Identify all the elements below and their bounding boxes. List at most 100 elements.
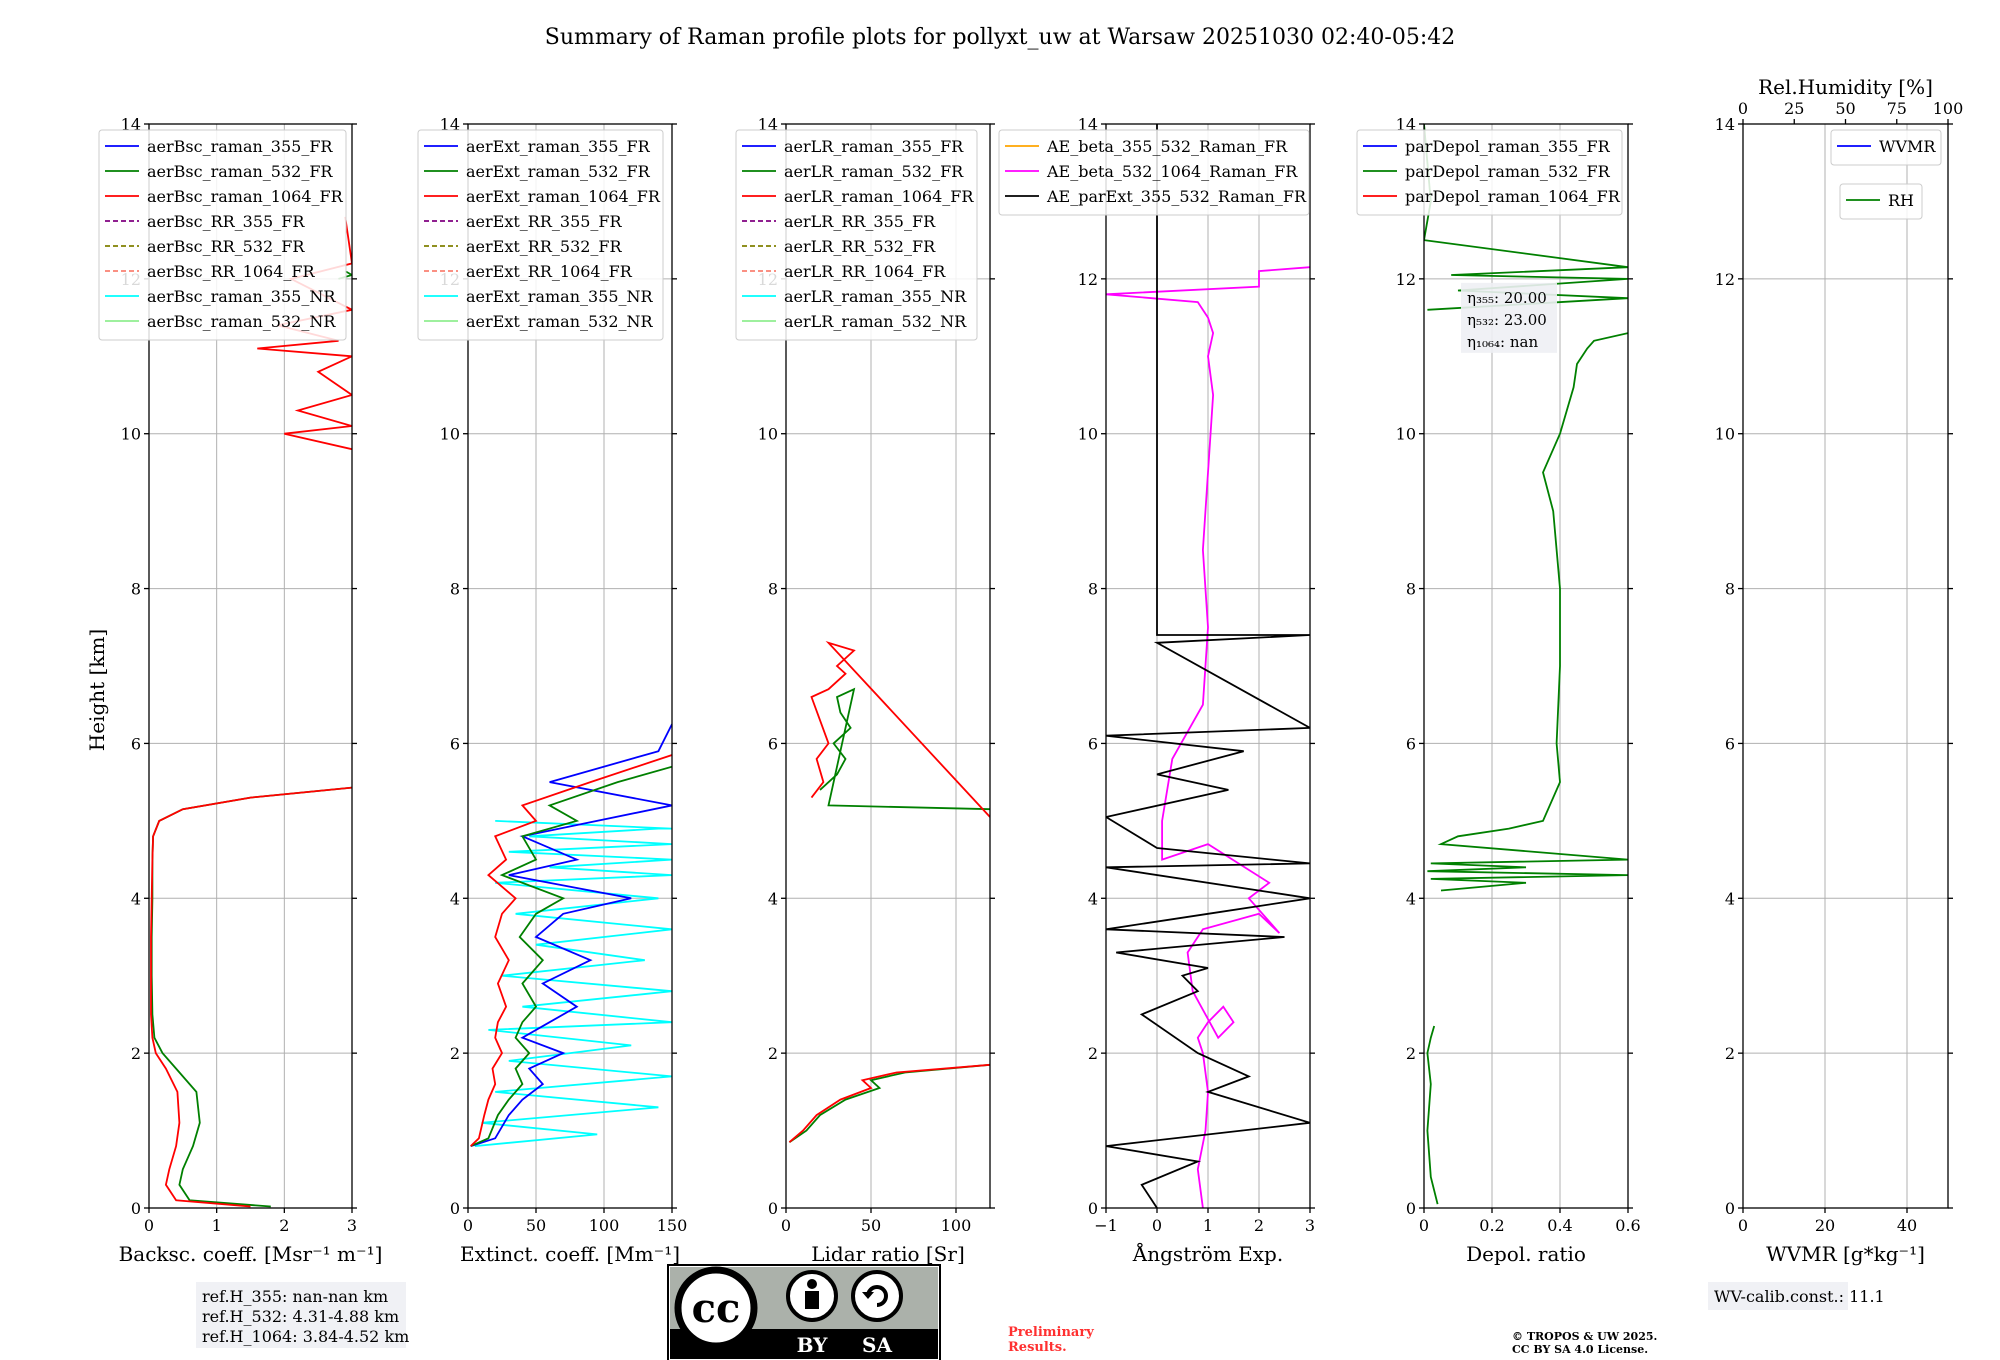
legend-label: aerExt_RR_532_FR bbox=[466, 237, 623, 256]
series-aerExt_raman_355_NR bbox=[474, 820, 672, 1147]
legend: WVMR bbox=[1830, 129, 1942, 166]
y-tick-label: 14 bbox=[121, 115, 141, 134]
y-tick-label: 6 bbox=[1406, 734, 1416, 753]
y-tick-label: 4 bbox=[450, 889, 460, 908]
series-aerExt_raman_532_FR bbox=[470, 765, 672, 1147]
series-parDepol_raman_532_FR_low bbox=[1426, 1025, 1439, 1205]
x-tick-label: 2 bbox=[1254, 1216, 1264, 1235]
series-AE_beta_532_1064_Raman_FR bbox=[1106, 266, 1310, 1208]
license-by-label: BY bbox=[797, 1333, 829, 1357]
legend-label: aerBsc_RR_532_FR bbox=[147, 237, 305, 256]
legend-frame bbox=[417, 129, 664, 341]
x-axis-label: Extinct. coeff. [Mm⁻¹] bbox=[460, 1242, 680, 1266]
y-tick-label: 2 bbox=[768, 1044, 778, 1063]
series-AE_parExt_355_532_Raman_FR bbox=[1106, 124, 1310, 1208]
cc-icon bbox=[674, 1266, 758, 1350]
y-tick-label: 2 bbox=[1725, 1044, 1735, 1063]
x-tick-label: 0.4 bbox=[1547, 1216, 1572, 1235]
eta-line: η₅₃₂: 23.00 bbox=[1467, 311, 1547, 329]
x-tick-label: 0 bbox=[1738, 1216, 1748, 1235]
legend-frame bbox=[1839, 183, 1923, 220]
panel-ext: 02468101214050100150Extinct. coeff. [Mm⁻… bbox=[417, 115, 687, 1266]
legend-label: aerLR_RR_1064_FR bbox=[784, 262, 946, 281]
preliminary-label: Preliminary bbox=[1008, 1325, 1094, 1340]
axes-frame bbox=[1423, 123, 1629, 1209]
y-tick-label: 2 bbox=[131, 1044, 141, 1063]
eta-box bbox=[1461, 282, 1557, 353]
wv-calib-box: WV-calib.const.: 11.1 bbox=[1708, 1282, 1885, 1310]
panel-depol: 0 2 4 6 8 10 12 14 0 0.2 0.4 0.6 Depol. ratio parDepo… bbox=[1356, 115, 1641, 1266]
legend: parDepol_raman_355_FR parDepol_raman_532_… bbox=[1356, 129, 1623, 216]
eta-line: η₁₀₆₄: nan bbox=[1467, 333, 1538, 351]
series-group bbox=[150, 216, 352, 1208]
x-tick-label: 2 bbox=[279, 1216, 289, 1235]
y-tick-label: 14 bbox=[1396, 115, 1416, 134]
wv-calib-const: WV-calib.const.: 11.1 bbox=[1714, 1287, 1885, 1306]
legend-label: aerLR_RR_532_FR bbox=[784, 237, 936, 256]
cc-letters: cc bbox=[692, 1285, 741, 1332]
license-sa-label: SA bbox=[862, 1333, 892, 1357]
legend-label: aerLR_raman_532_FR bbox=[784, 162, 964, 181]
y-tick-label: 2 bbox=[1088, 1044, 1098, 1063]
legend: aerExt_raman_355_FR aerExt_raman_532_FRae… bbox=[417, 129, 664, 341]
y-tick-label: 8 bbox=[131, 580, 141, 599]
x-tick-label: 100 bbox=[941, 1216, 972, 1235]
legend-label: aerLR_RR_355_FR bbox=[784, 212, 936, 231]
series-aerBsc_raman_532_FR bbox=[150, 786, 352, 1208]
y-axis-label: Height [km] bbox=[85, 629, 109, 751]
ref-h-355: ref.H_355: nan-nan km bbox=[202, 1287, 388, 1306]
legend-label: aerBsc_raman_532_FR bbox=[147, 162, 333, 181]
legend: aerBsc_raman_355_FR aerBsc_raman_532_FRae… bbox=[98, 129, 347, 341]
eta-line: η₃₅₅: 20.00 bbox=[1467, 289, 1547, 307]
series-aerExt_raman_1064_FR bbox=[470, 754, 672, 1147]
legend-frame bbox=[98, 129, 347, 341]
legend-label: AE_parExt_355_532_Raman_FR bbox=[1046, 187, 1307, 206]
x-tick-label: 1 bbox=[1203, 1216, 1213, 1235]
legend-frame bbox=[998, 129, 1310, 216]
x-axis-label: WVMR [g*kg⁻¹] bbox=[1766, 1242, 1925, 1266]
series-parDepol_raman_532_FR bbox=[1427, 332, 1628, 892]
x-axis-label: Depol. ratio bbox=[1466, 1242, 1586, 1266]
legend: AE_beta_355_532_Raman_FR AE_beta_532_1064… bbox=[998, 129, 1310, 216]
y-tick-label: 8 bbox=[1088, 580, 1098, 599]
x-tick-label: 0.2 bbox=[1479, 1216, 1504, 1235]
y-tick-label: 4 bbox=[1088, 889, 1098, 908]
y-tick-label: 10 bbox=[1396, 425, 1416, 444]
axes-frame bbox=[785, 123, 991, 1209]
series-group bbox=[470, 723, 672, 1147]
x-tick-label: 40 bbox=[1897, 1216, 1917, 1235]
x2-tick-label: 75 bbox=[1887, 99, 1907, 118]
legend-label: AE_beta_532_1064_Raman_FR bbox=[1046, 162, 1298, 181]
x2-tick-label: 100 bbox=[1933, 99, 1964, 118]
legend-label: AE_beta_355_532_Raman_FR bbox=[1046, 137, 1288, 156]
y-tick-label: 0 bbox=[1088, 1199, 1098, 1218]
legend-frame bbox=[735, 129, 978, 341]
series-group bbox=[788, 640, 990, 1143]
y-tick-label: 0 bbox=[131, 1199, 141, 1218]
y-tick-label: 6 bbox=[131, 734, 141, 753]
legend-label: aerBsc_RR_355_FR bbox=[147, 212, 305, 231]
x-axis-label: Lidar ratio [Sr] bbox=[811, 1242, 965, 1266]
legend-label: aerExt_raman_532_FR bbox=[466, 162, 651, 181]
reference-height-box: ref.H_355: nan-nan km ref.H_532: 4.31-4.… bbox=[196, 1282, 409, 1348]
legend-label: aerBsc_RR_1064_FR bbox=[147, 262, 316, 281]
results-label: Results. bbox=[1008, 1340, 1067, 1355]
x-tick-label: 0 bbox=[463, 1216, 473, 1235]
y-tick-label: 4 bbox=[131, 889, 141, 908]
legend-label: aerLR_raman_355_NR bbox=[784, 287, 967, 306]
x-tick-label: 0.6 bbox=[1615, 1216, 1640, 1235]
y-tick-label: 10 bbox=[758, 425, 778, 444]
sa-share-alike-icon bbox=[851, 1270, 903, 1322]
panel-bsc: 024681012140123Backsc. coeff. [Msr⁻¹ m⁻¹… bbox=[98, 115, 382, 1266]
x-tick-label: 3 bbox=[1305, 1216, 1315, 1235]
y-tick-label: 4 bbox=[768, 889, 778, 908]
legend-label: aerExt_raman_1064_FR bbox=[466, 187, 661, 206]
y-tick-label: 4 bbox=[1725, 889, 1735, 908]
legend-label: aerLR_raman_532_NR bbox=[784, 312, 967, 331]
legend-label: parDepol_raman_1064_FR bbox=[1405, 187, 1621, 206]
legend-label: aerLR_raman_355_FR bbox=[784, 137, 964, 156]
y-tick-label: 8 bbox=[1725, 580, 1735, 599]
y-tick-label: 10 bbox=[440, 425, 460, 444]
